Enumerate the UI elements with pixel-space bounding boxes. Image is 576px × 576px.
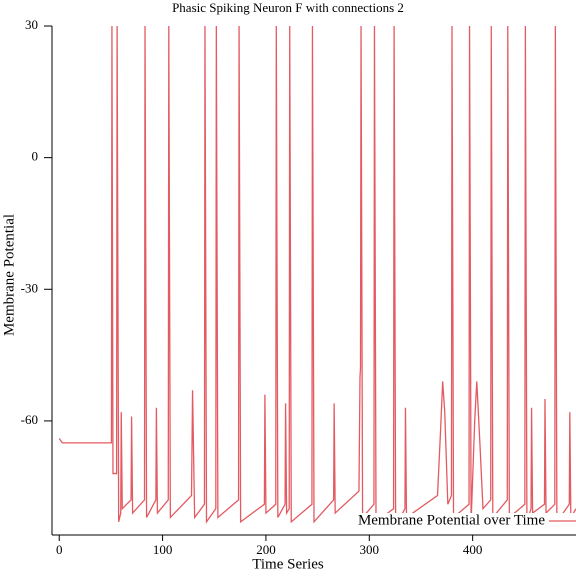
series-line [58, 26, 576, 527]
chart-title: Phasic Spiking Neuron F with connections… [172, 0, 404, 15]
y-tick-label: -60 [21, 412, 38, 427]
legend-background [340, 513, 576, 529]
y-tick-label: -30 [21, 280, 38, 295]
y-axis-label: Membrane Potential [1, 214, 17, 336]
x-axis-label: Time Series [252, 556, 324, 572]
legend-label: Membrane Potential over Time [358, 512, 545, 528]
x-tick-label: 100 [153, 542, 173, 557]
plot-area [58, 26, 576, 527]
x-tick-label: 400 [463, 542, 483, 557]
x-tick-label: 0 [56, 542, 63, 557]
y-tick-label: 30 [25, 17, 38, 32]
x-tick-label: 200 [256, 542, 276, 557]
y-tick-label: 0 [32, 149, 39, 164]
x-tick-label: 300 [360, 542, 380, 557]
